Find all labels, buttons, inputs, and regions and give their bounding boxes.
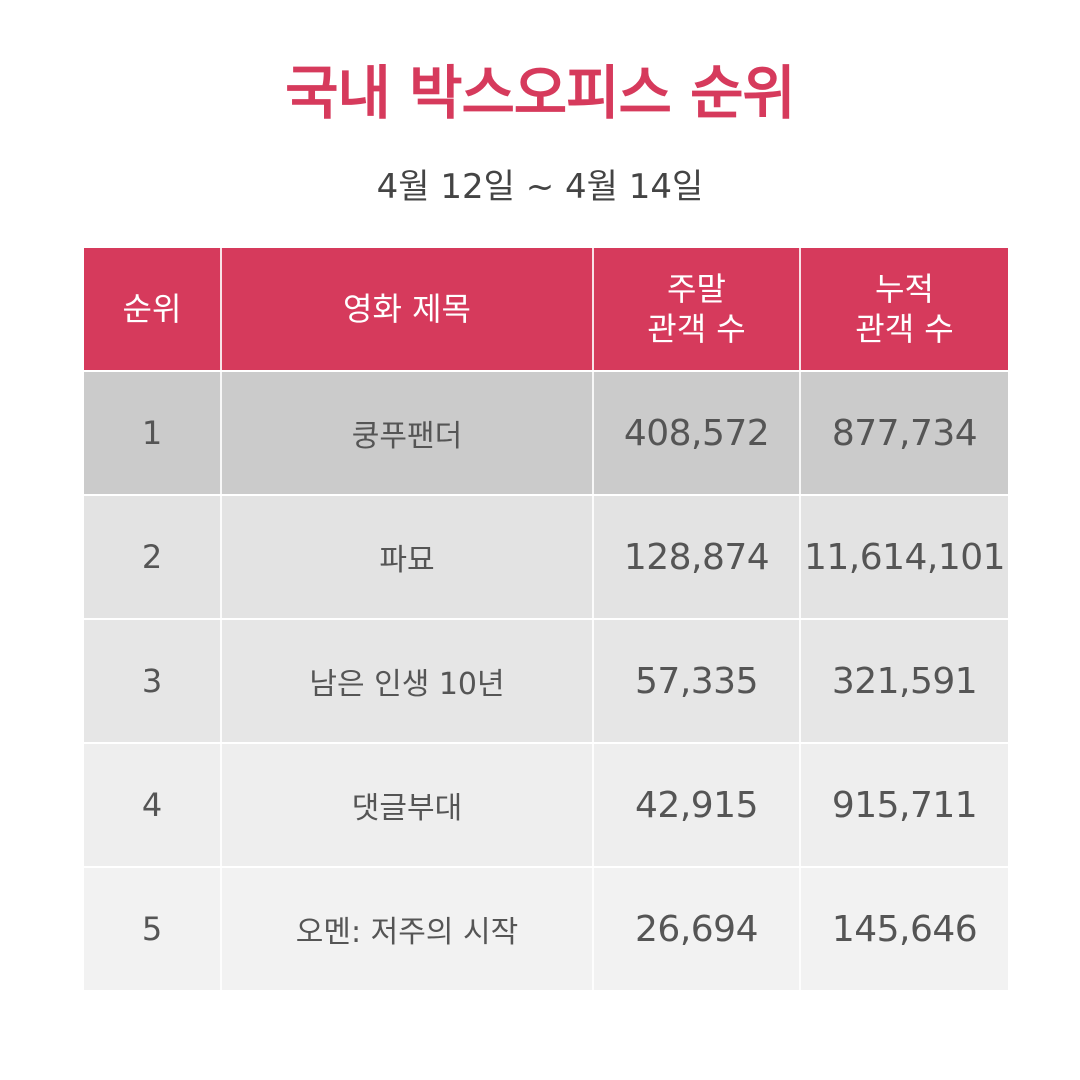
movie-title-cell: 오멘: 저주의 시작	[220, 868, 592, 990]
header-rank-label: 순위	[122, 290, 182, 328]
total-audience-cell: 11,614,101	[799, 496, 1008, 618]
total-audience-cell: 145,646	[799, 868, 1008, 990]
header-weekend: 주말 관객 수	[592, 248, 799, 370]
table-header-row: 순위 영화 제목 주말 관객 수 누적 관객 수	[84, 248, 1008, 370]
rank-cell: 4	[141, 786, 163, 824]
header-total: 누적 관객 수	[799, 248, 1008, 370]
header-title: 영화 제목	[220, 248, 592, 370]
header-weekend-line2: 관객 수	[647, 310, 746, 348]
header-title-label: 영화 제목	[343, 290, 471, 328]
header-rank: 순위	[84, 248, 220, 370]
rank-cell: 1	[141, 414, 163, 452]
table-row: 3 남은 인생 10년 57,335 321,591	[84, 620, 1008, 742]
weekend-audience-cell: 408,572	[592, 372, 799, 494]
date-range: 4월 12일 ~ 4월 14일	[376, 167, 704, 207]
header-total-line2: 관객 수	[855, 310, 954, 348]
rank-cell: 2	[141, 538, 163, 576]
table-row: 2 파묘 128,874 11,614,101	[84, 496, 1008, 618]
box-office-table: 순위 영화 제목 주말 관객 수 누적 관객 수 1 쿵푸팬더 408,572 …	[84, 248, 1008, 990]
weekend-audience-cell: 57,335	[592, 620, 799, 742]
weekend-audience-cell: 42,915	[592, 744, 799, 866]
movie-title-cell: 파묘	[220, 496, 592, 618]
page-title: 국내 박스오피스 순위	[285, 59, 796, 127]
rank-cell: 3	[141, 662, 163, 700]
table-row: 5 오멘: 저주의 시작 26,694 145,646	[84, 868, 1008, 990]
rank-cell: 5	[141, 910, 163, 948]
total-audience-cell: 915,711	[799, 744, 1008, 866]
header-weekend-line1: 주말	[667, 270, 726, 308]
movie-title-cell: 쿵푸팬더	[220, 372, 592, 494]
header-total-line1: 누적	[875, 270, 934, 308]
table-row: 1 쿵푸팬더 408,572 877,734	[84, 372, 1008, 494]
weekend-audience-cell: 26,694	[592, 868, 799, 990]
movie-title-cell: 댓글부대	[220, 744, 592, 866]
weekend-audience-cell: 128,874	[592, 496, 799, 618]
total-audience-cell: 321,591	[799, 620, 1008, 742]
table-row: 4 댓글부대 42,915 915,711	[84, 744, 1008, 866]
total-audience-cell: 877,734	[799, 372, 1008, 494]
movie-title-cell: 남은 인생 10년	[220, 620, 592, 742]
